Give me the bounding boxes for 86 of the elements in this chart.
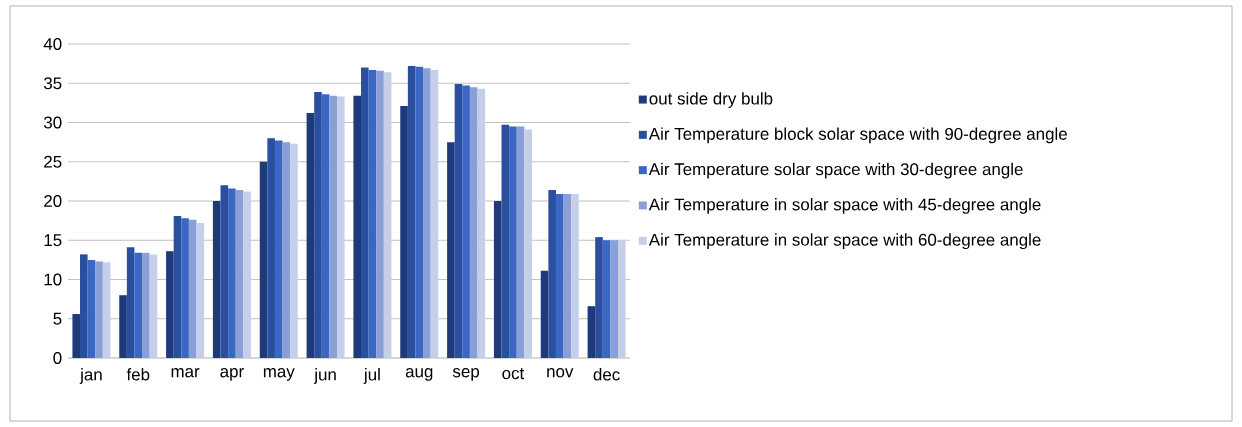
bar bbox=[306, 113, 315, 358]
bar bbox=[509, 126, 517, 358]
bar bbox=[493, 201, 502, 358]
bar bbox=[610, 240, 618, 358]
bar bbox=[243, 191, 251, 358]
bar bbox=[72, 314, 81, 358]
bar bbox=[80, 254, 88, 358]
bar bbox=[407, 65, 416, 358]
bar bbox=[540, 270, 549, 358]
bar bbox=[368, 69, 377, 358]
bar bbox=[361, 67, 369, 358]
y-tick-label: 10 bbox=[44, 273, 62, 286]
x-tick-label: mar bbox=[171, 368, 200, 378]
bar bbox=[149, 254, 158, 358]
legend-label: Air Temperature block solar space with 90-degree angle bbox=[648, 127, 1067, 144]
x-tick-label: dec bbox=[593, 368, 620, 381]
bar bbox=[447, 142, 455, 358]
x-tick-label: oct bbox=[502, 368, 525, 380]
bar bbox=[587, 306, 596, 358]
bar bbox=[469, 87, 478, 358]
legend-label: Air Temperature solar space with 30-degree angle bbox=[648, 162, 1023, 179]
bar bbox=[196, 222, 205, 358]
x-tick-label: feb bbox=[126, 368, 150, 381]
bar bbox=[571, 193, 579, 358]
bar bbox=[516, 126, 525, 358]
bar bbox=[462, 85, 470, 358]
x-tick-label: aug bbox=[405, 368, 433, 381]
legend-label: out side dry bulb bbox=[649, 92, 773, 108]
bar bbox=[353, 95, 362, 358]
x-tick-label: sep bbox=[452, 368, 480, 381]
bar bbox=[181, 218, 189, 358]
bar bbox=[314, 91, 322, 358]
legend-label: Air Temperature in solar space with 45-degree angle bbox=[648, 198, 1041, 214]
bar bbox=[102, 262, 111, 358]
y-tick-label: 40 bbox=[43, 38, 62, 50]
bar bbox=[188, 219, 197, 358]
bar bbox=[563, 193, 572, 358]
y-tick-label: 25 bbox=[44, 155, 62, 168]
bar bbox=[166, 251, 174, 358]
legend-label: Air Temperature in solar space with 60-degree angle bbox=[648, 233, 1041, 250]
y-tick-label: 5 bbox=[53, 312, 62, 325]
bar bbox=[477, 88, 486, 358]
bar bbox=[415, 66, 424, 358]
bar bbox=[259, 161, 268, 358]
y-tick-label: 30 bbox=[43, 116, 62, 129]
bar bbox=[524, 129, 532, 358]
bar bbox=[595, 237, 603, 358]
bar bbox=[235, 190, 244, 358]
bar bbox=[501, 124, 510, 358]
bar bbox=[555, 193, 564, 358]
bar bbox=[400, 106, 408, 358]
bar bbox=[321, 94, 330, 358]
bar bbox=[423, 68, 431, 358]
bar bbox=[173, 215, 182, 358]
bar bbox=[267, 138, 275, 358]
bar bbox=[454, 84, 463, 358]
bar bbox=[87, 259, 96, 358]
bar bbox=[142, 252, 150, 358]
bar bbox=[282, 142, 291, 358]
bar bbox=[383, 72, 392, 358]
bar bbox=[119, 295, 127, 358]
x-tick-label: nov bbox=[547, 368, 574, 378]
bar bbox=[220, 185, 229, 358]
bar bbox=[290, 143, 298, 358]
bar bbox=[212, 201, 221, 358]
bar bbox=[274, 140, 283, 358]
y-tick-label: 0 bbox=[53, 352, 62, 364]
x-tick-label: jan bbox=[79, 368, 102, 384]
bar bbox=[228, 188, 236, 358]
y-tick-label: 15 bbox=[44, 234, 62, 247]
bar bbox=[336, 96, 345, 358]
bar bbox=[126, 247, 135, 358]
bar bbox=[376, 70, 384, 358]
x-tick-label: jul bbox=[363, 368, 380, 384]
bar bbox=[548, 190, 556, 358]
x-tick-label: jun bbox=[313, 368, 336, 384]
x-tick-label: apr bbox=[220, 368, 244, 381]
bar bbox=[95, 261, 103, 358]
bar bbox=[602, 240, 611, 358]
bar bbox=[329, 95, 337, 358]
x-tick-label: may bbox=[263, 368, 295, 381]
y-tick-label: 20 bbox=[44, 195, 62, 207]
y-tick-label: 35 bbox=[43, 77, 62, 90]
bar bbox=[430, 69, 439, 358]
bar bbox=[617, 240, 626, 358]
bar bbox=[134, 252, 143, 358]
